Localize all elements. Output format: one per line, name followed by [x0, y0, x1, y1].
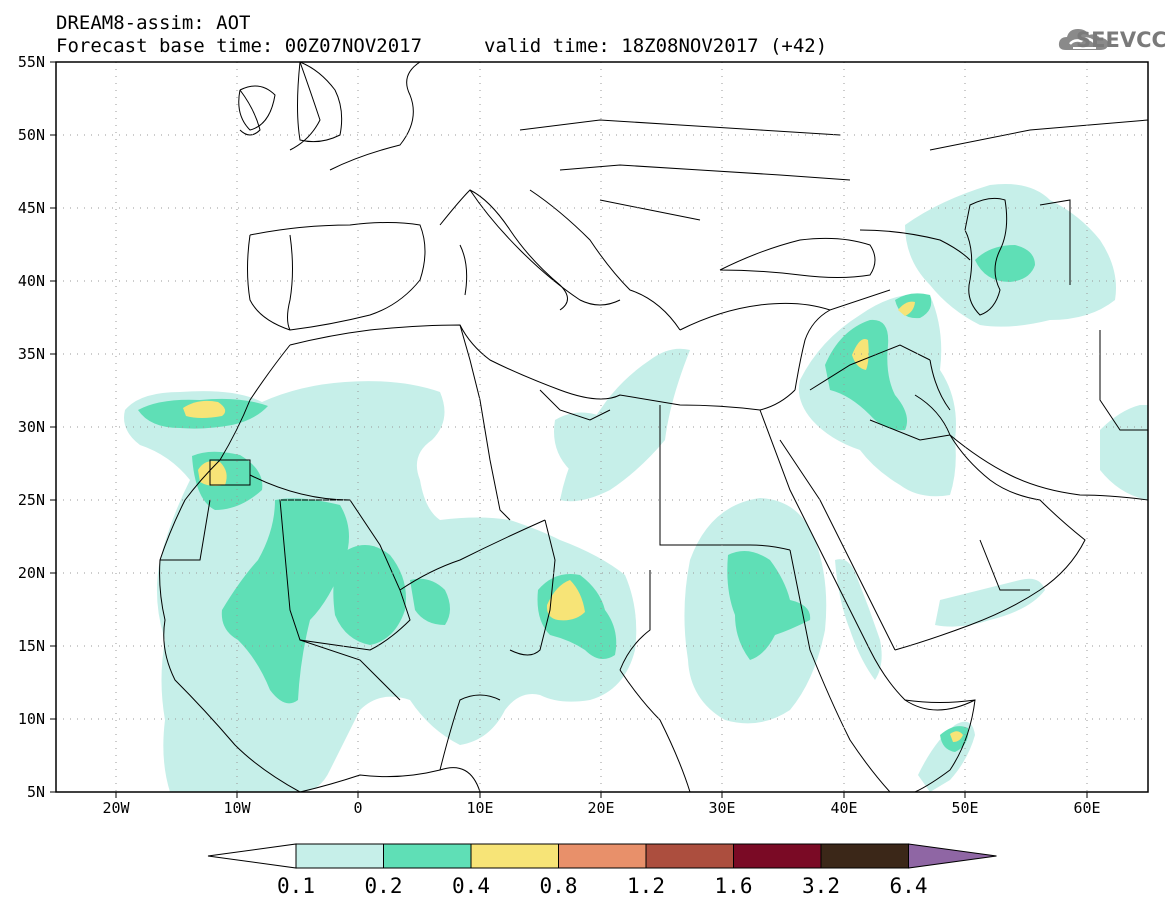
lon-label: 20W [102, 799, 130, 817]
lat-label: 30N [18, 418, 45, 436]
cloud-icon [1058, 29, 1108, 50]
title-base-time: Forecast base time: 00Z07NOV2017 [56, 35, 423, 57]
axis-ticks [50, 61, 1088, 798]
colorbar-upper-extension [908, 843, 997, 869]
lon-label: 10E [466, 799, 493, 817]
lon-labels: 20W 10W 0 10E 20E 30E 40E 50E 60E [102, 799, 1100, 817]
colorbar-label: 0.4 [452, 874, 490, 898]
colorbar-swatch [295, 843, 384, 869]
lat-label: 40N [18, 272, 45, 290]
lat-label: 10N [18, 710, 45, 728]
colorbar-swatch [820, 843, 909, 869]
lat-label: 50N [18, 126, 45, 144]
coastlines [159, 62, 1148, 792]
colorbar-lower-extension [207, 843, 297, 869]
lon-label: 20E [587, 799, 614, 817]
colorbar-label: 6.4 [890, 874, 928, 898]
seevccc-logo: SEEVCCC [1076, 28, 1165, 52]
lon-label: 30E [708, 799, 735, 817]
colorbar: 0.1 0.2 0.4 0.8 1.2 1.6 3.2 6.4 [207, 843, 997, 898]
title-line-1: DREAM8-assim: AOT [56, 12, 251, 34]
colorbar-label: 1.6 [715, 874, 753, 898]
colorbar-swatch [733, 843, 822, 869]
lat-label: 55N [18, 53, 45, 71]
colorbar-label: 0.8 [540, 874, 578, 898]
lon-label: 60E [1073, 799, 1100, 817]
colorbar-label: 0.1 [277, 874, 315, 898]
grid [56, 62, 1148, 792]
lat-label: 5N [27, 783, 45, 801]
colorbar-swatch [558, 843, 647, 869]
lon-label: 50E [951, 799, 978, 817]
colorbar-label: 3.2 [802, 874, 840, 898]
lat-label: 25N [18, 491, 45, 509]
lat-labels: 55N 50N 45N 40N 35N 30N 25N 20N 15N 10N … [18, 53, 45, 801]
colorbar-label: 0.2 [365, 874, 403, 898]
title-valid-time: valid time: 18Z08NOV2017 (+42) [484, 35, 828, 57]
lon-label: 40E [830, 799, 857, 817]
colorbar-label: 1.2 [627, 874, 665, 898]
lat-label: 15N [18, 637, 45, 655]
lon-label: 0 [353, 799, 362, 817]
colorbar-swatch [470, 843, 559, 869]
lat-label: 20N [18, 564, 45, 582]
lat-label: 35N [18, 345, 45, 363]
aot-shading [124, 184, 1148, 792]
colorbar-swatch [645, 843, 734, 869]
lat-label: 45N [18, 199, 45, 217]
colorbar-swatch [383, 843, 472, 869]
lon-label: 10W [223, 799, 251, 817]
